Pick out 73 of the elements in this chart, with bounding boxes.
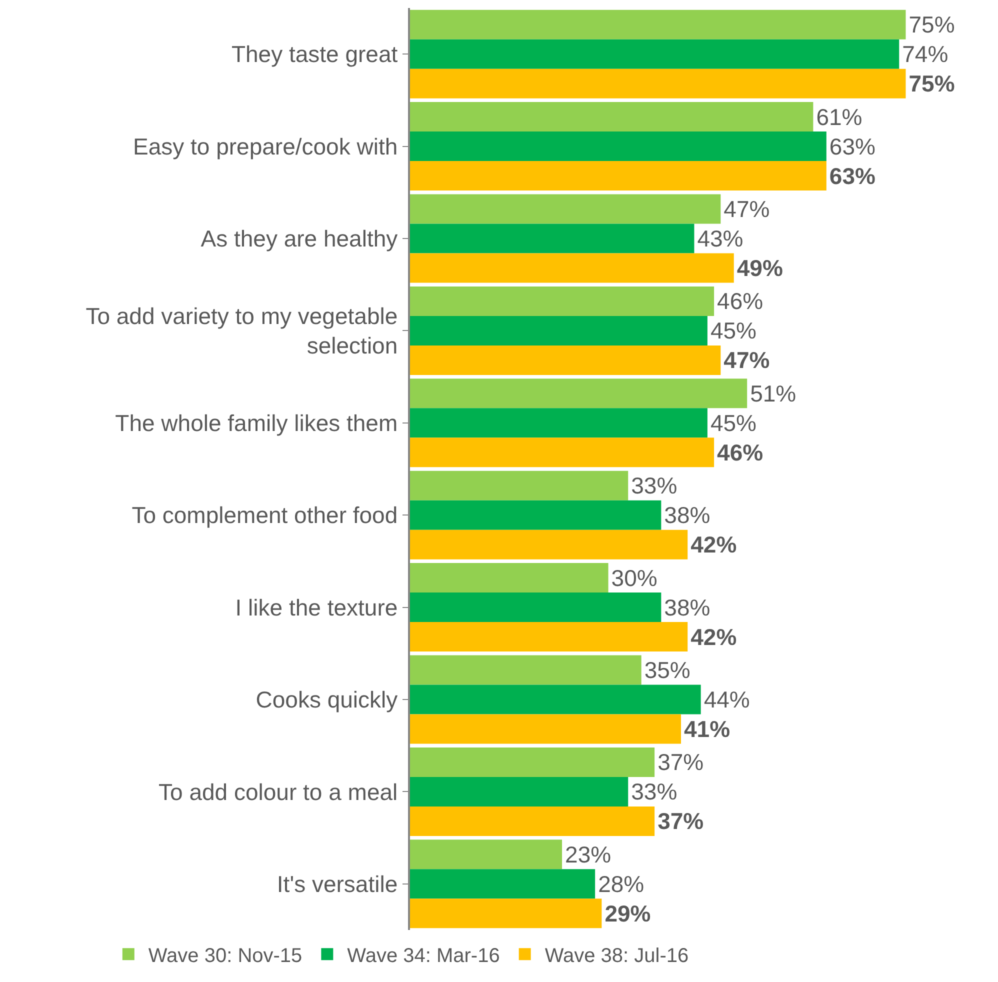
- data-label: 47%: [724, 196, 770, 222]
- data-label: 38%: [664, 502, 710, 528]
- bar: [410, 776, 628, 806]
- data-label: 38%: [664, 594, 710, 620]
- data-label: 43%: [697, 226, 744, 252]
- bar: [410, 286, 714, 316]
- data-label: 51%: [750, 380, 796, 406]
- bar: [410, 132, 826, 162]
- bar: [410, 714, 681, 744]
- data-label: 42%: [690, 624, 737, 650]
- bar: [410, 840, 562, 870]
- data-label: 23%: [565, 841, 612, 868]
- bar: [410, 592, 662, 622]
- data-label: 42%: [690, 532, 737, 558]
- data-label: 47%: [724, 347, 770, 374]
- y-tick-label: To add colour to a meal: [158, 778, 398, 805]
- bar: [410, 655, 642, 685]
- data-label: 35%: [644, 656, 690, 683]
- y-tick-label: To complement other food: [132, 502, 398, 528]
- data-label: 45%: [710, 318, 756, 344]
- bar: [410, 500, 662, 530]
- data-label: 33%: [631, 778, 678, 805]
- y-tick-label: They taste great: [231, 41, 398, 68]
- data-label: 61%: [816, 104, 862, 130]
- bar: [410, 470, 628, 500]
- data-label: 75%: [908, 12, 955, 38]
- y-tick-label: Easy to prepare/cook with: [133, 133, 398, 160]
- bar: [410, 563, 608, 593]
- data-label: 46%: [717, 288, 764, 314]
- data-label: 28%: [598, 870, 644, 897]
- data-label: 46%: [717, 439, 764, 466]
- bar: [410, 898, 602, 928]
- data-label: 41%: [684, 716, 730, 742]
- bar: [410, 316, 708, 346]
- data-label: 37%: [658, 808, 704, 834]
- data-label: 63%: [829, 133, 876, 160]
- bar: [410, 102, 814, 132]
- legend-label: Wave 34: Mar-16: [347, 944, 500, 967]
- bar: [410, 408, 708, 438]
- y-tick-label: The whole family likes them: [115, 410, 398, 436]
- data-label: 44%: [704, 686, 750, 712]
- bar: [410, 622, 688, 652]
- bar: [410, 68, 906, 98]
- legend-label: Wave 38: Jul-16: [544, 944, 689, 967]
- data-label: 29%: [604, 900, 651, 926]
- y-tick-label: As they are healthy: [200, 226, 398, 252]
- data-label: 30%: [611, 564, 658, 591]
- bar: [410, 39, 900, 69]
- data-label: 75%: [908, 70, 955, 97]
- bar: [410, 345, 721, 375]
- bar: [410, 806, 655, 836]
- data-label: 74%: [902, 41, 948, 68]
- data-label: 45%: [710, 410, 756, 436]
- bar: [410, 747, 655, 777]
- y-tick-label: It's versatile: [276, 870, 398, 897]
- bar: [410, 224, 694, 254]
- bar: [410, 684, 701, 714]
- data-label: 49%: [736, 255, 783, 282]
- y-tick-label: I like the texture: [235, 594, 398, 620]
- y-tick-label: Cooks quickly: [256, 686, 398, 713]
- bar: [410, 530, 688, 560]
- data-label: 63%: [829, 162, 876, 189]
- data-label: 33%: [631, 472, 678, 499]
- y-tick-label: To add variety to my vegetable selection: [86, 302, 398, 359]
- bar: [410, 438, 714, 468]
- bar: [410, 161, 826, 191]
- bar: [410, 253, 734, 283]
- data-label: 37%: [658, 749, 704, 776]
- bar: [410, 194, 721, 224]
- bar: [410, 869, 596, 899]
- bar: [410, 10, 906, 40]
- legend-label: Wave 30: Nov-15: [148, 944, 302, 967]
- bar: [410, 378, 748, 408]
